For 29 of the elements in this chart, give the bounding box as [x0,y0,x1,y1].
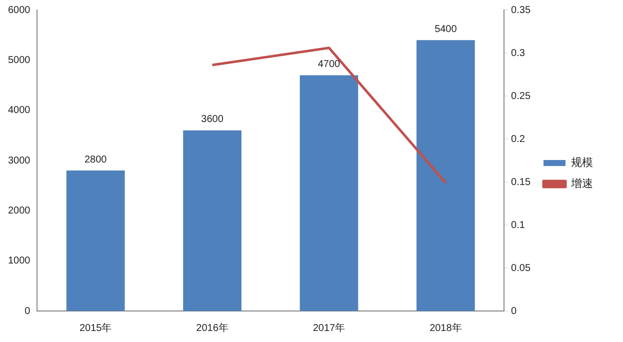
legend-label: 规模 [571,157,593,170]
y-tick-label: 0 [24,306,31,317]
y-tick-label: 6000 [8,4,31,16]
data-label: 5400 [434,24,458,35]
legend-label: 增速 [570,177,593,190]
y2-tick-label: 0.35 [511,4,531,16]
y-tick-label: 3000 [8,155,31,166]
y2-tick-label: 0.25 [511,90,531,102]
data-label: 2800 [84,154,108,166]
y-tick-label: 4000 [8,105,31,116]
bar [183,130,242,311]
data-label: 4700 [318,58,341,70]
x-tick-label: 2016年 [196,322,228,334]
y2-tick-label: 0 [511,306,518,317]
y-tick-label: 2000 [8,205,31,216]
y2-tick-label: 0.05 [511,262,531,274]
y-tick-label: 5000 [8,54,31,66]
data-label: 3600 [201,114,224,126]
y2-tick-label: 0.1 [511,220,526,231]
y2-tick-label: 0.15 [511,176,531,188]
x-tick-label: 2018年 [430,322,462,334]
y-tick-label: 1000 [8,256,31,267]
bar [416,40,475,311]
x-tick-label: 2015年 [79,322,112,334]
y2-tick-label: 0.3 [511,48,526,59]
bar [300,75,358,311]
y2-tick-label: 0.2 [511,134,526,145]
x-tick-label: 2017年 [312,322,346,334]
bar [66,170,125,311]
